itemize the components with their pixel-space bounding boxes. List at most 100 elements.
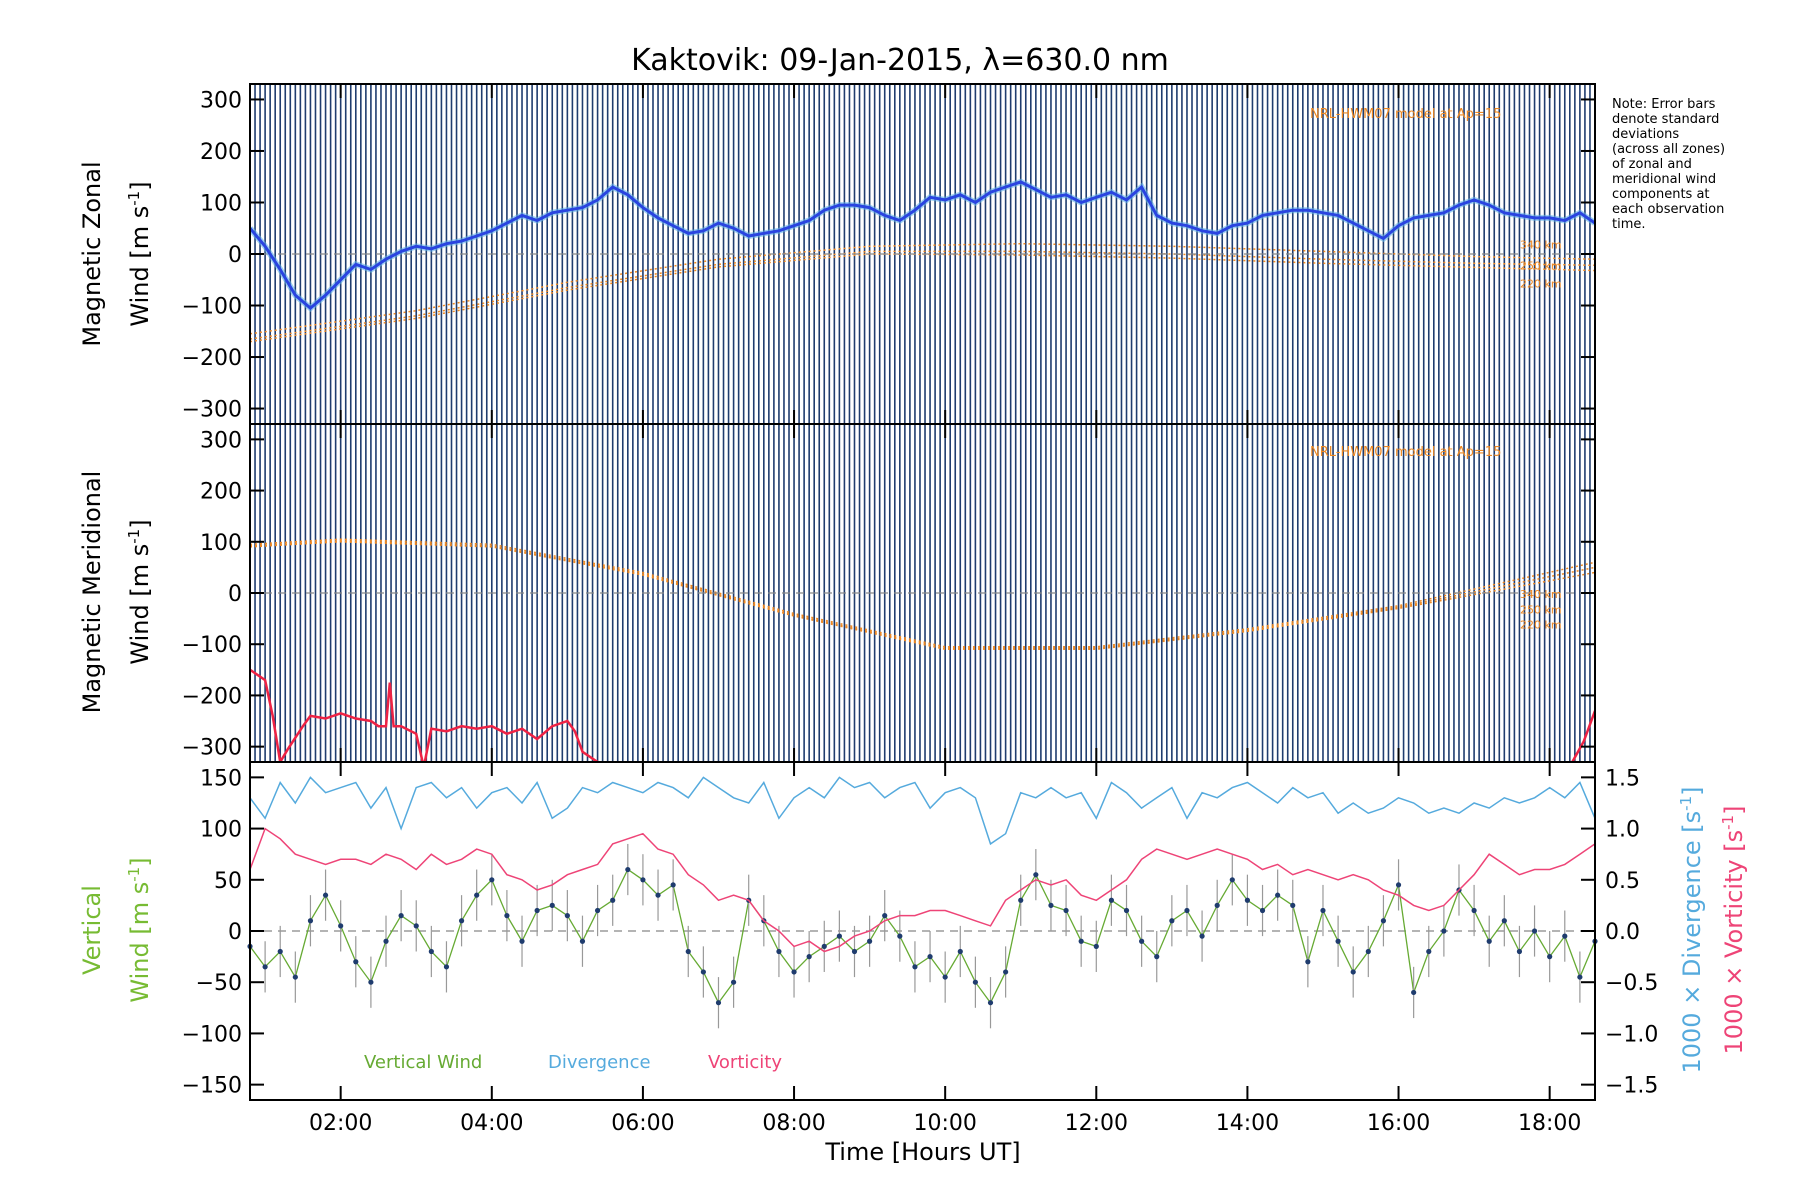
- x-tick-label: 14:00: [1216, 1111, 1279, 1136]
- x-tick-label: 08:00: [762, 1111, 825, 1136]
- zonal-ytick-label: 300: [200, 88, 242, 113]
- vertical-wind-point: [1259, 907, 1266, 914]
- x-axis-label: Time [Hours UT]: [824, 1138, 1020, 1166]
- vertical-wind-point: [897, 933, 903, 939]
- vertical-wind-point: [1003, 969, 1009, 975]
- vertical-wind-point: [458, 918, 465, 924]
- note-line: of zonal and: [1612, 157, 1692, 172]
- model-altitude-labels: 340 km 250 km 220 km 340 km 250 km 220 km: [1520, 239, 1562, 632]
- zonal-model-line: [250, 250, 1595, 340]
- vertical-series-line: [250, 868, 1595, 1004]
- vertical-wind-point: [579, 938, 586, 944]
- vertical-ytick-label: 50: [214, 869, 242, 894]
- vertical-wind-point: [1275, 892, 1281, 898]
- vertical-wind-point: [1547, 954, 1553, 960]
- meridional-ytick-label: 200: [200, 480, 242, 505]
- vertical-wind-point: [1501, 918, 1507, 924]
- vertical-wind-point: [927, 954, 933, 960]
- vertical-wind-point: [957, 948, 963, 955]
- x-tick-label: 18:00: [1518, 1111, 1581, 1136]
- vertical-ytick-label: −50: [196, 971, 242, 996]
- vertical-ytick-label: −100: [182, 1022, 242, 1047]
- vertical-wind-point: [882, 913, 888, 919]
- x-tick-label: 16:00: [1367, 1111, 1430, 1136]
- vertical-ylabel-line2: Wind [m s-1]: [125, 857, 154, 1002]
- vertical-ylabel-line1: Vertical: [78, 885, 106, 975]
- vertical-wind-point: [670, 882, 676, 888]
- vertical-wind-point: [443, 964, 450, 970]
- vertical-wind-point: [655, 892, 661, 898]
- vertical-wind-point: [368, 979, 374, 985]
- vertical-series-line: [250, 827, 1595, 953]
- legend-vertical-wind: Vertical Wind: [364, 1052, 482, 1073]
- vertical-wind-point: [1184, 907, 1190, 914]
- vertical-wind-point: [610, 897, 616, 903]
- meridional-ylabel-line1: Magnetic Meridional: [78, 471, 106, 714]
- vertical-wind-point: [322, 892, 329, 898]
- vertical-wind-point: [1078, 938, 1084, 944]
- zonal-ytick-label: −300: [182, 398, 242, 423]
- note-line: each observation: [1612, 202, 1724, 217]
- vertical-wind-point: [1123, 907, 1130, 914]
- vertical-wind-point: [1214, 902, 1220, 908]
- vertical-wind-point: [1244, 897, 1251, 903]
- y2-tick-label: 0.0: [1605, 920, 1640, 945]
- vertical-wind-point: [1139, 938, 1145, 944]
- vertical-wind-point: [942, 974, 948, 980]
- x-tick-label: 02:00: [309, 1111, 372, 1136]
- vertical-wind-point: [262, 964, 268, 970]
- note-line: meridional wind: [1612, 172, 1716, 187]
- y2-tick-label: 1.0: [1605, 818, 1640, 843]
- vertical-wind-point: [1562, 933, 1568, 939]
- vertical-wind-point: [1516, 948, 1523, 955]
- vertical-wind-point: [836, 933, 842, 939]
- vertical-wind-point: [685, 948, 691, 955]
- vertical-wind-point: [1426, 948, 1432, 955]
- y2-tick-label: −1.5: [1605, 1074, 1658, 1099]
- vertical-wind-point: [1441, 928, 1447, 934]
- meridional-ytick-label: 0: [228, 582, 242, 607]
- vertical-wind-point: [338, 923, 344, 929]
- vertical-wind-point: [1199, 933, 1205, 939]
- vertical-wind-point: [640, 877, 646, 883]
- zonal-model-line: [250, 253, 1595, 343]
- divergence-ylabel: 1000 × Divergence [s-1]: [1677, 786, 1706, 1073]
- y2-tick-label: −1.0: [1605, 1022, 1658, 1047]
- legend-vorticity: Vorticity: [708, 1052, 782, 1073]
- vertical-wind-point: [1305, 959, 1311, 965]
- chart-title: Kaktovik: 09-Jan-2015, λ=630.0 nm: [631, 43, 1169, 78]
- vertical-wind-point: [1577, 974, 1583, 980]
- vertical-wind-point: [851, 948, 858, 955]
- vertical-wind-point: [1154, 954, 1160, 960]
- y2-tick-label: 0.5: [1605, 869, 1640, 894]
- vertical-wind-point: [1531, 928, 1538, 934]
- vertical-wind-point: [1169, 918, 1175, 924]
- meridional-ytick-label: −200: [182, 684, 242, 709]
- meridional-model-line: [250, 538, 1595, 648]
- meridional-ylabel-line2: Wind [m s-1]: [125, 519, 154, 664]
- vertical-wind-point: [534, 907, 540, 914]
- vertical-wind-point: [1365, 948, 1371, 955]
- vertical-wind-point: [1093, 943, 1099, 949]
- vertical-wind-point: [1350, 969, 1356, 975]
- vertical-wind-point: [821, 943, 827, 949]
- y2-tick-label: 1.5: [1605, 766, 1640, 791]
- vertical-wind-point: [1108, 897, 1115, 903]
- vertical-wind-point: [1411, 989, 1417, 996]
- vertical-wind-point: [972, 979, 978, 985]
- vertical-wind-point: [1395, 882, 1402, 888]
- vertical-wind-point: [1048, 902, 1054, 908]
- vertical-wind-point: [489, 877, 495, 883]
- meridional-model-alt-label: 340 km: [1520, 588, 1562, 601]
- note-line: components at: [1612, 187, 1710, 202]
- legend-divergence: Divergence: [548, 1052, 651, 1073]
- zonal-model-label: NRL-HWM07 model at Ap=15: [1310, 107, 1501, 122]
- vertical-wind-point: [1033, 872, 1039, 878]
- vertical-wind-point: [277, 948, 283, 955]
- vertical-wind-point: [1380, 918, 1387, 924]
- vertical-wind-point: [1229, 877, 1235, 883]
- vertical-wind-point: [1018, 897, 1024, 903]
- zonal-ytick-label: 100: [200, 191, 242, 216]
